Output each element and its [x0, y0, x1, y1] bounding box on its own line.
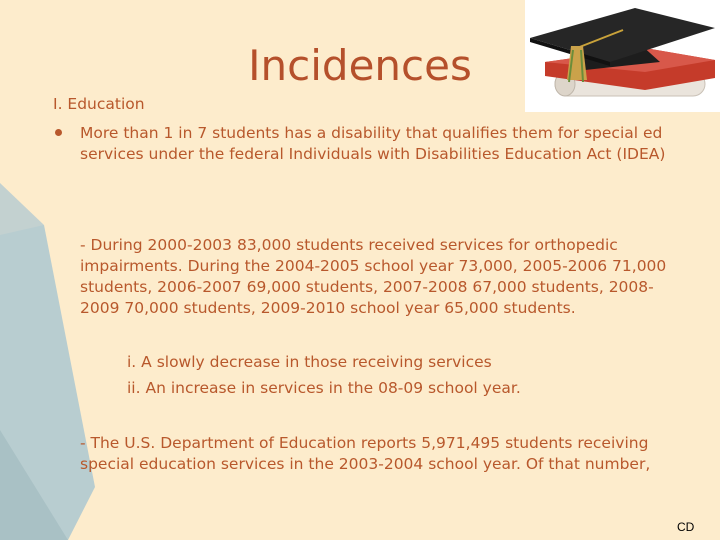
graduation-cap-diploma-icon [525, 0, 720, 112]
graduation-cap-image [525, 0, 720, 112]
department-paragraph: - The U.S. Department of Education repor… [80, 434, 651, 473]
orthopedic-paragraph: - During 2000-2003 83,000 students recei… [80, 236, 667, 317]
bullet-text: More than 1 in 7 students has a disabili… [80, 124, 666, 163]
sub-item-2: ii. An increase in services in the 08-09… [127, 379, 521, 397]
bullet-icon [55, 129, 62, 136]
section-heading: I. Education [53, 95, 145, 113]
sub-item-1: i. A slowly decrease in those receiving … [127, 353, 492, 371]
slide-title: Incidences [248, 41, 472, 90]
footer-initials: CD [677, 520, 695, 534]
